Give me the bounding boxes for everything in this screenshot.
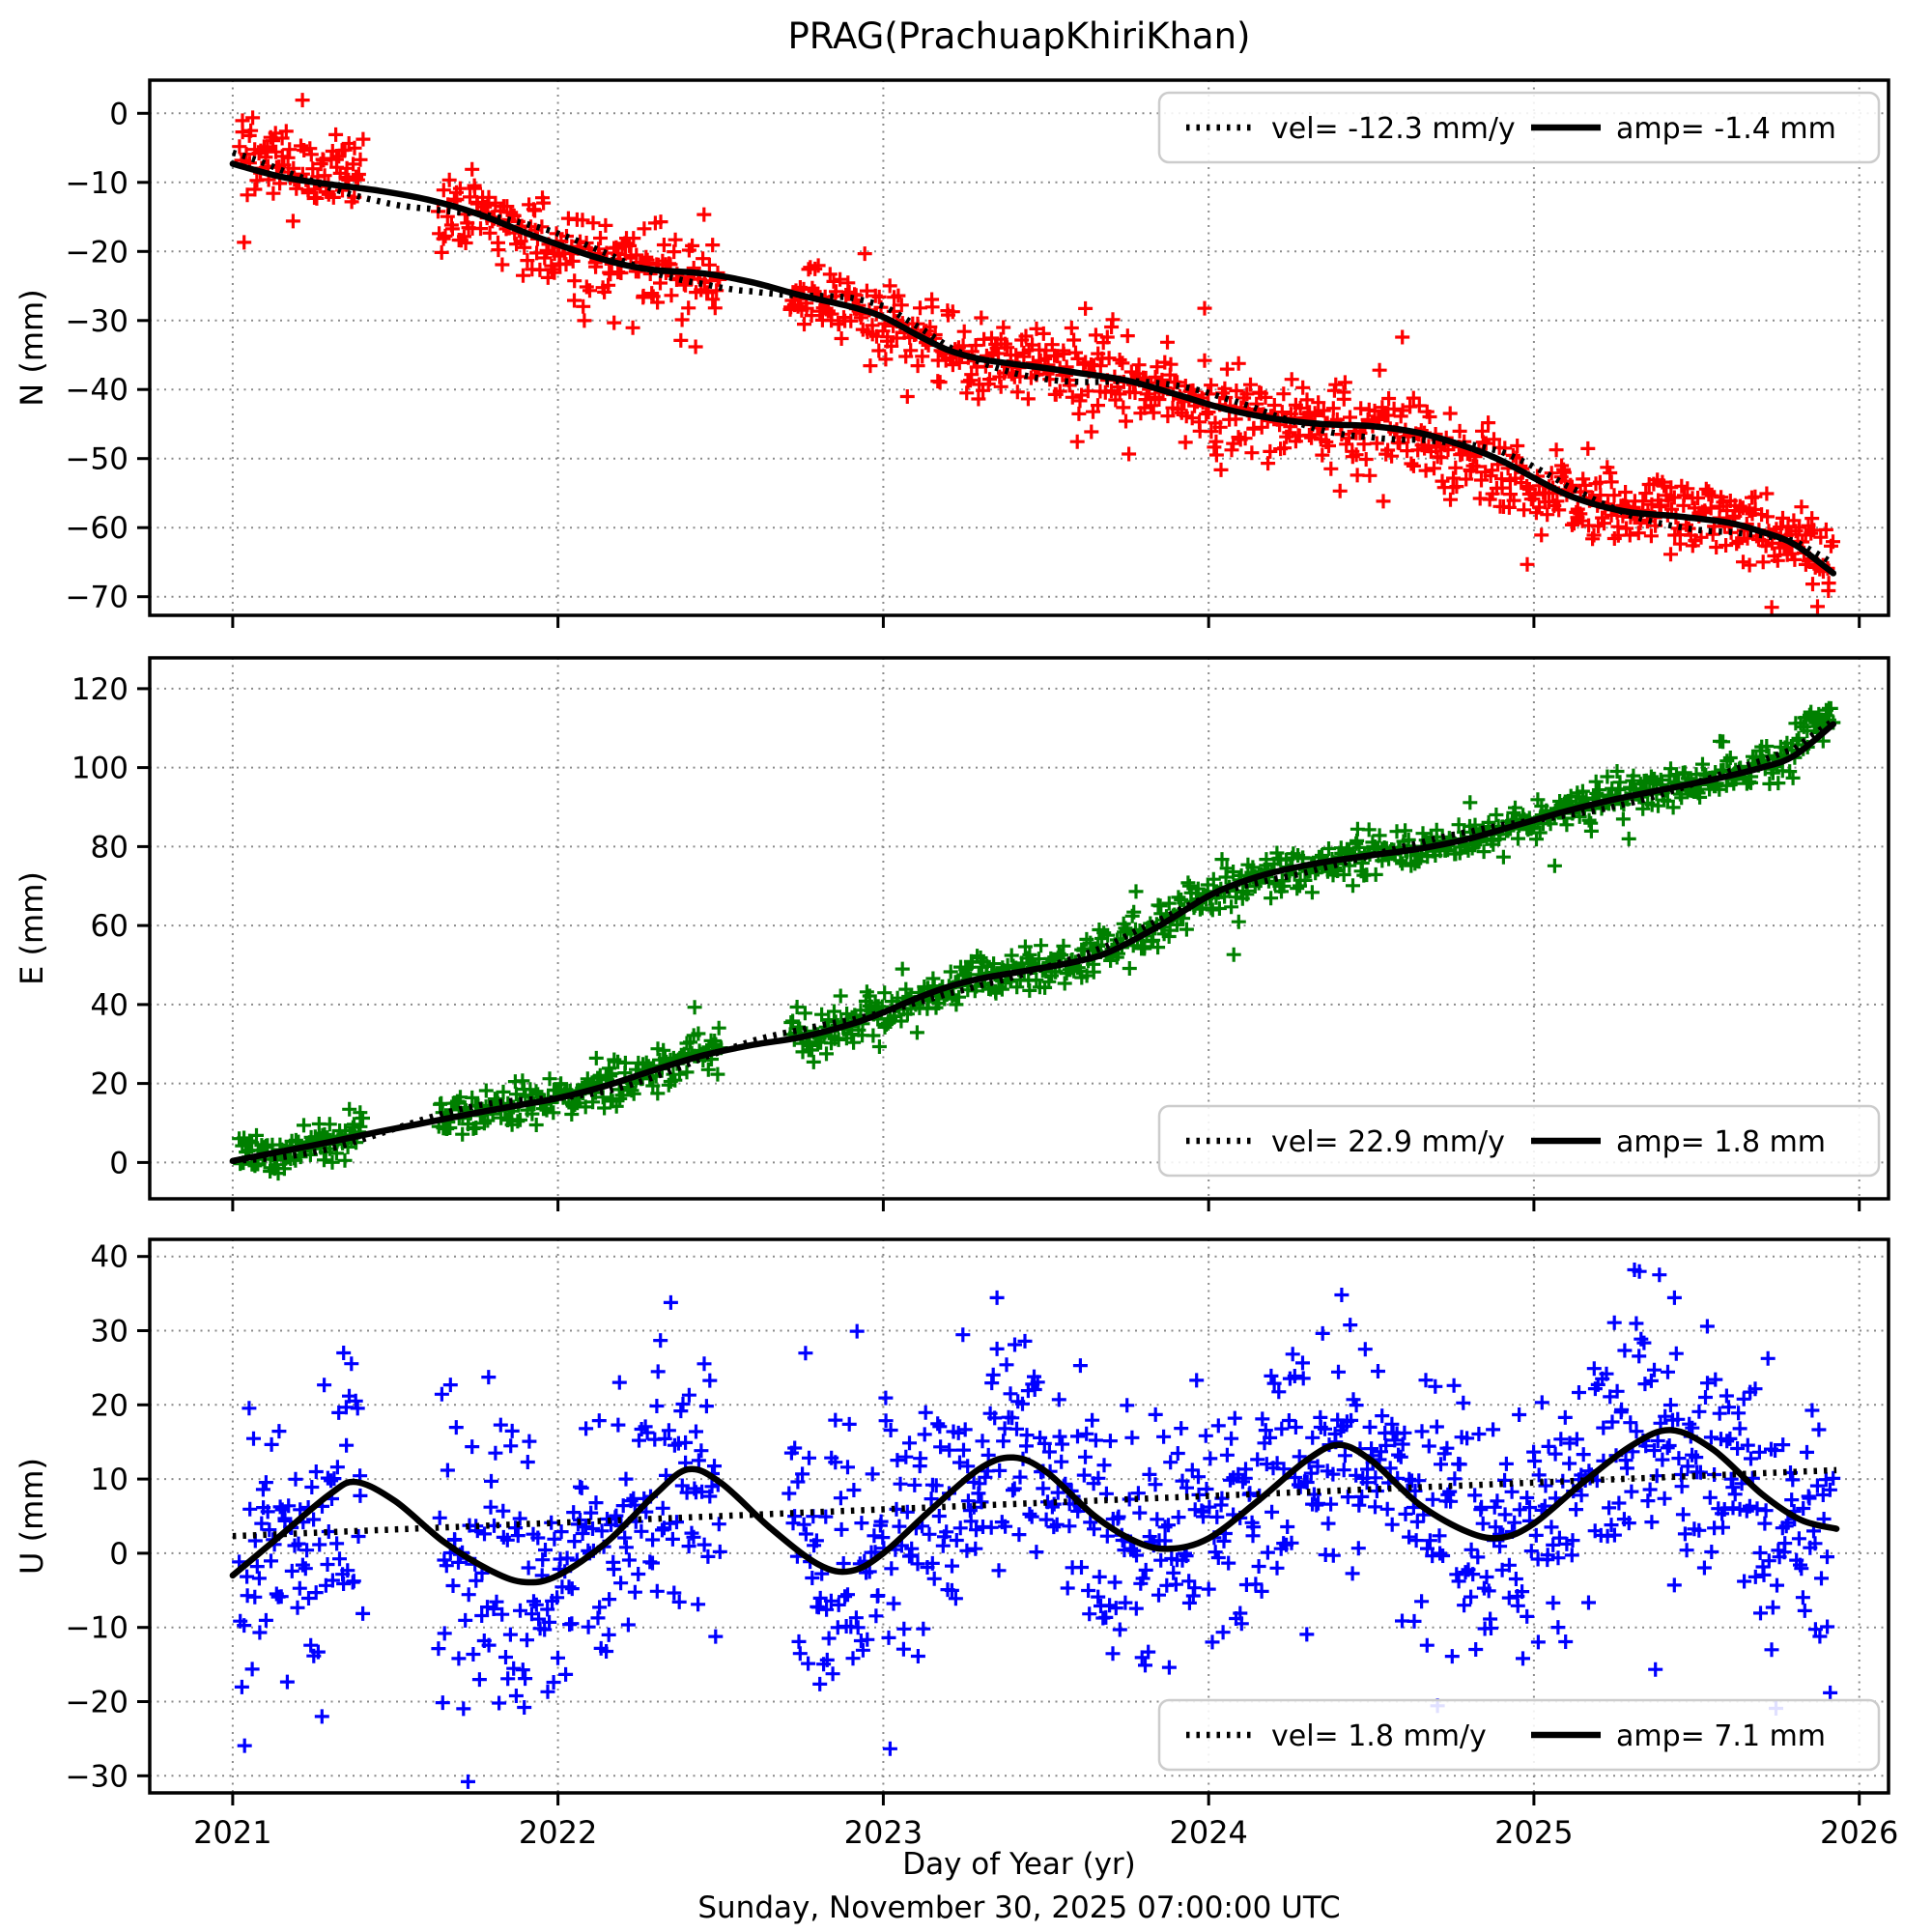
n-y-tick-label: −20 [66,235,128,270]
panel-n-ticks [137,111,1861,628]
n-legend-amp-label: amp= -1.4 mm [1616,112,1836,146]
e-y-tick-label: 80 [91,830,128,865]
e-y-axis-label: E (mm) [14,871,50,985]
u-y-tick-label: −20 [66,1686,128,1720]
u-y-tick-label: 0 [109,1537,128,1572]
e-legend: vel= 22.9 mm/y amp= 1.8 mm [1157,1104,1881,1178]
n-y-tick-label: −50 [66,442,128,477]
n-y-tick-label: −10 [66,166,128,201]
panel-e-ticks [137,687,1861,1211]
panel-u-ticks [137,1255,1861,1805]
e-legend-amp-label: amp= 1.8 mm [1616,1125,1826,1159]
x-tick-label: 2023 [844,1814,923,1851]
panel-u-border [148,1237,1890,1795]
n-scatter-markers [232,93,1840,615]
u-y-tick-label: 30 [91,1315,128,1350]
e-velocity-trend-line [232,718,1835,1165]
n-y-axis-label: N (mm) [14,289,50,406]
e-y-tick-label: 100 [71,752,128,786]
x-tick-label: 2022 [519,1814,597,1851]
u-legend-amp-label: amp= 7.1 mm [1616,1719,1826,1753]
n-y-tick-label: −60 [66,511,128,546]
n-legend-vel-label: vel= -12.3 mm/y [1271,112,1516,146]
x-tick-label: 2025 [1494,1814,1573,1851]
u-velocity-trend-line [232,1466,1837,1540]
e-y-tick-label: 120 [71,672,128,707]
e-legend-box [1157,1104,1881,1178]
x-tick-label: 2021 [193,1814,271,1851]
u-y-tick-label: −30 [66,1759,128,1794]
timestamp-caption: Sunday, November 30, 2025 07:00:00 UTC [697,1890,1341,1925]
n-y-tick-label: 0 [109,97,128,131]
panel-n-border [148,78,1890,617]
panel-u: 40 30 20 10 0 −10 −20 −30 U (mm) vel= 1.8 mm/y amp… [14,1237,1890,1805]
u-model-fit-line [229,1427,1840,1586]
n-velocity-trend-line [232,149,1835,567]
u-legend-box [1157,1698,1881,1772]
u-y-axis-label: U (mm) [14,1458,50,1575]
e-model-fit-line [229,721,1837,1165]
n-y-tick-label: −30 [66,304,128,339]
n-y-tick-label: −40 [66,373,128,408]
e-y-tick-label: 0 [109,1146,128,1180]
panel-e: 120 100 80 60 40 20 0 E (mm) vel= 22.9 mm/y amp= … [14,656,1890,1211]
u-legend: vel= 1.8 mm/y amp= 7.1 mm [1157,1698,1881,1772]
x-axis-label: Day of Year (yr) [902,1847,1136,1882]
u-y-tick-label: 20 [91,1388,128,1423]
x-tick-label: 2026 [1820,1814,1898,1851]
panel-n: 0 −10 −20 −30 −40 −50 −60 −70 N (mm) vel= -12.3 m… [14,78,1890,628]
e-y-tick-label: 60 [91,909,128,944]
u-legend-vel-label: vel= 1.8 mm/y [1271,1719,1487,1753]
u-y-tick-label: −10 [66,1611,128,1646]
u-y-tick-label: 40 [91,1240,128,1275]
n-legend: vel= -12.3 mm/y amp= -1.4 mm [1157,91,1881,164]
chart-title: PRAG(PrachuapKhiriKhan) [787,15,1251,57]
e-legend-vel-label: vel= 22.9 mm/y [1271,1125,1505,1159]
x-tick-label: 2024 [1169,1814,1247,1851]
e-y-tick-label: 20 [91,1067,128,1102]
u-y-tick-label: 10 [91,1463,128,1497]
n-y-tick-label: −70 [66,581,128,615]
n-legend-box [1157,91,1881,164]
n-model-fit-line [229,160,1837,577]
panel-e-border [148,656,1890,1201]
e-y-tick-label: 40 [91,988,128,1023]
